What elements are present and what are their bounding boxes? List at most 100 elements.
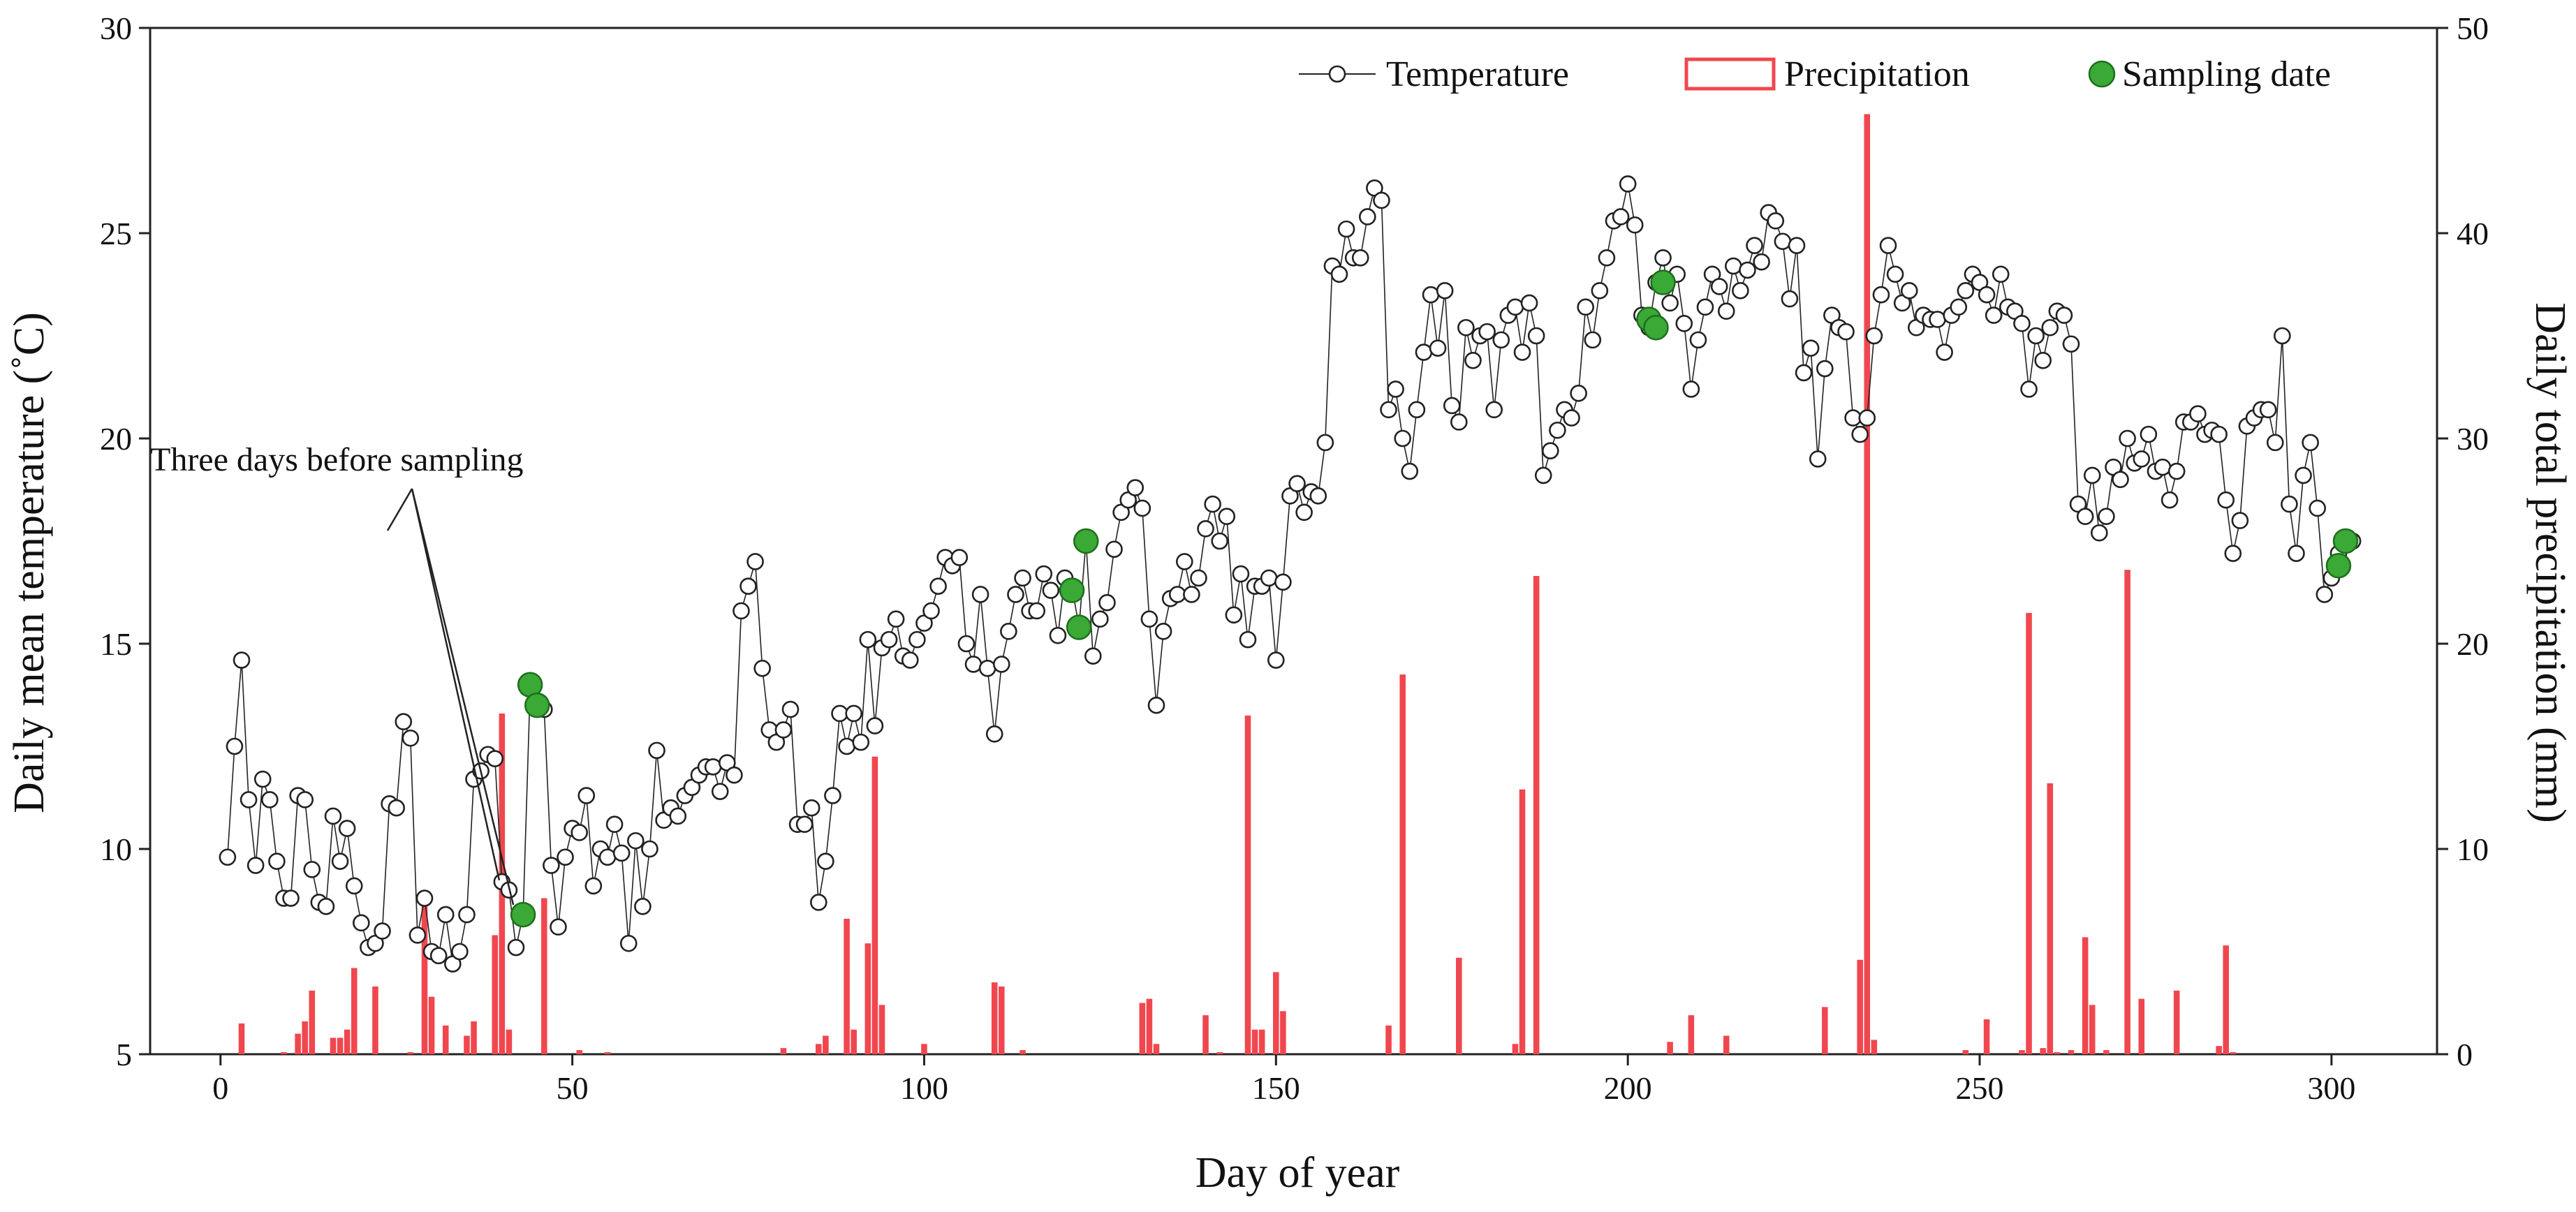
temperature-point (1049, 626, 1067, 644)
temperature-point (1140, 610, 1158, 628)
precipitation-bar (1983, 1019, 1990, 1054)
temperature-point (577, 787, 596, 804)
temperature-point (507, 938, 525, 956)
precipitation-bar (1723, 1035, 1730, 1054)
temperature-point (331, 852, 349, 870)
y-left-tick-label: 30 (100, 10, 132, 46)
temperature-point (880, 630, 898, 649)
temperature-point (486, 750, 504, 767)
legend-swatch-precipitation (1684, 57, 1776, 91)
temperature-point (852, 733, 870, 751)
precipitation-bar (816, 1044, 822, 1054)
plot-border (149, 27, 2438, 1056)
temperature-point (219, 848, 237, 866)
sampling-point (1066, 614, 1092, 640)
temperature-point (1689, 331, 1707, 349)
temperature-point (2112, 471, 2129, 489)
temperature-point (2133, 450, 2151, 468)
temperature-point (2217, 491, 2235, 509)
temperature-point (711, 783, 729, 800)
precipitation-bar (442, 1025, 449, 1054)
temperature-point (2091, 524, 2108, 542)
temperature-point (1816, 360, 1834, 378)
temperature-point (1675, 315, 1693, 332)
temperature-point (1485, 401, 1503, 419)
temperature-point (1260, 569, 1278, 587)
temperature-line (227, 184, 2353, 966)
precipitation-bar (464, 1035, 470, 1054)
temperature-point (774, 721, 793, 739)
temperature-point (1619, 175, 1637, 193)
temperature-point (1732, 282, 1749, 300)
legend-marker-sampling (2088, 60, 2116, 88)
precipitation-bar (576, 1050, 582, 1054)
temperature-point (1168, 586, 1186, 603)
temperature-point (2167, 462, 2186, 480)
temperature-point (1204, 495, 1221, 513)
temperature-point (1429, 339, 1447, 357)
precipitation-bar (2054, 1052, 2061, 1054)
precipitation-bar (1822, 1007, 1828, 1054)
precipitation-bar (878, 1005, 885, 1054)
temperature-point (964, 656, 982, 673)
temperature-point (1098, 593, 1116, 612)
y-axis-right-title: Daily total precipitation (mm) (2526, 302, 2574, 823)
temperature-point (627, 832, 645, 850)
temperature-point (1154, 623, 1172, 640)
temperature-point (648, 741, 665, 760)
precipitation-bar (1688, 1015, 1695, 1054)
temperature-point (324, 807, 342, 825)
precipitation-bar (1857, 959, 1863, 1054)
temperature-point (1851, 425, 1869, 443)
y-right-tick-label: 30 (2457, 421, 2489, 457)
precipitation-bar (1456, 957, 1462, 1054)
temperature-point (1464, 351, 1482, 369)
temperature-point (2041, 318, 2059, 337)
temperature-point (1802, 339, 1820, 357)
sampling-point (1059, 577, 1085, 603)
temperature-point (1872, 286, 1890, 304)
y-left-tick-label: 15 (100, 626, 132, 662)
x-tick-label: 250 (1956, 1070, 2004, 1106)
temperature-point (1542, 442, 1559, 459)
temperature-point (1900, 282, 1918, 300)
temperature-point (2210, 425, 2228, 443)
precipitation-bar (541, 898, 547, 1054)
temperature-point (1457, 318, 1475, 337)
temperature-point (887, 610, 905, 628)
temperature-point (338, 820, 356, 837)
temperature-point (1682, 380, 1700, 398)
temperature-point (1218, 508, 1236, 526)
precipitation-bar (351, 968, 358, 1054)
temperature-point (374, 922, 391, 940)
precipitation-bar (1153, 1044, 1160, 1054)
temperature-point (1654, 249, 1672, 267)
temperature-point (1225, 606, 1243, 624)
y-axis-left-title: Daily mean temperature (˚C) (6, 312, 53, 813)
temperature-point (557, 848, 574, 866)
temperature-point (1443, 397, 1461, 415)
sampling-point (510, 901, 536, 928)
precipitation-bar (2040, 1048, 2046, 1054)
precipitation-bar (372, 986, 378, 1054)
temperature-point (1886, 265, 1904, 283)
temperature-point (838, 737, 855, 755)
temperature-point (619, 934, 638, 952)
precipitation-bar (1251, 1029, 1258, 1054)
precipitation-bar (1020, 1050, 1026, 1054)
temperature-point (1309, 487, 1327, 505)
temperature-point (1183, 586, 1200, 603)
temperature-point (1450, 413, 1468, 431)
precipitation-bar (921, 1044, 927, 1054)
precipitation-bars (238, 114, 2237, 1055)
precipitation-bar (1962, 1050, 1969, 1054)
temperature-point (2119, 429, 2136, 448)
y-right-tick-label: 20 (2457, 626, 2489, 662)
temperature-point (1147, 696, 1165, 714)
precipitation-bar (309, 990, 316, 1054)
precipitation-bar (1519, 789, 1526, 1054)
temperature-point (2154, 458, 2172, 476)
temperature-point (2302, 434, 2319, 452)
temperature-point (1950, 298, 1968, 316)
